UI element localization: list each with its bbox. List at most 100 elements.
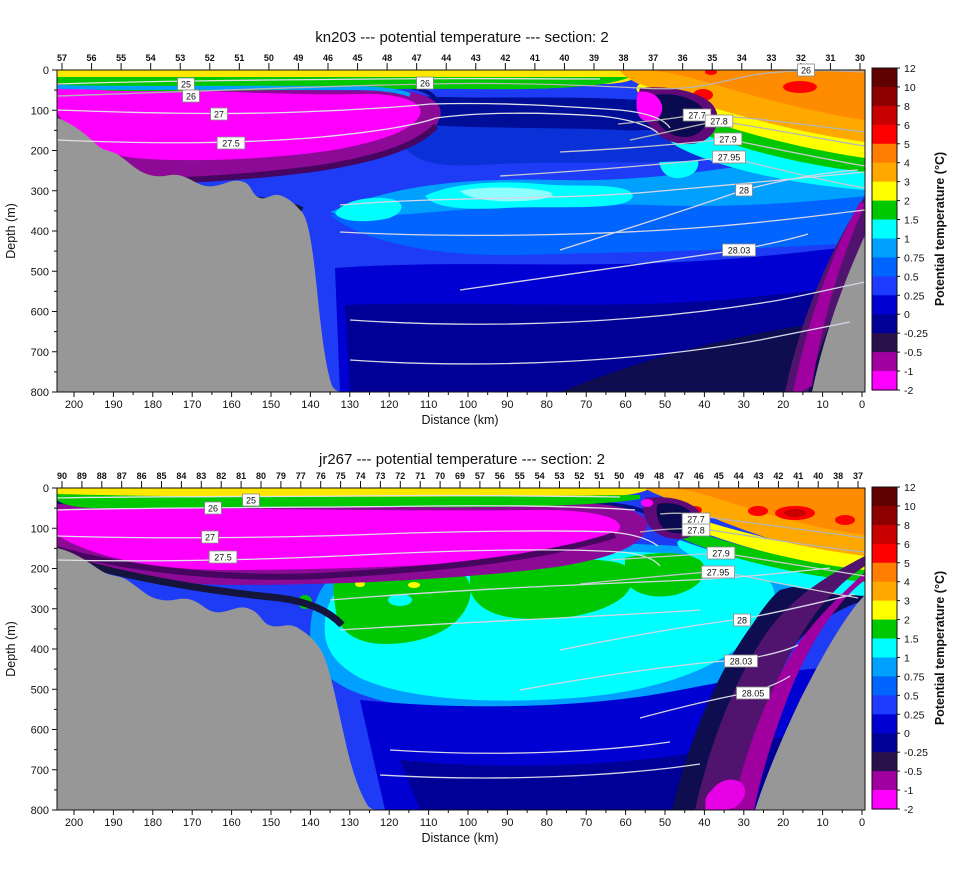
x-tick-label: 60 <box>619 817 631 829</box>
station-label: 41 <box>793 471 803 481</box>
colorbar-tick-label: 0.25 <box>904 709 925 721</box>
y-tick-label: 300 <box>31 186 49 198</box>
contour-label-box <box>681 523 711 537</box>
x-tick-label: 80 <box>541 817 553 829</box>
colorbar-tick-label: 0.5 <box>904 271 919 283</box>
station-label: 79 <box>276 471 286 481</box>
colorbar-segment <box>872 581 897 602</box>
y-tick-label: 400 <box>31 644 49 656</box>
station-label: 51 <box>234 53 244 63</box>
x-tick-label: 160 <box>222 399 240 411</box>
colorbar-tick-label: 8 <box>904 101 910 113</box>
field-magenta-core <box>57 86 421 161</box>
axes-decorations: 57 56 55 54 53 52 51 50 49 46 45 48 47 44 43 42 41 40 39 38… <box>31 53 928 411</box>
station-label: 45 <box>353 53 363 63</box>
colorbar-segment <box>872 314 897 334</box>
station-label: 33 <box>766 53 776 63</box>
colorbar-segment <box>872 752 897 772</box>
station-label: 39 <box>589 53 599 63</box>
field-slope-magenta-patch <box>705 779 746 810</box>
x-tick-label: 100 <box>459 399 477 411</box>
x-tick-label: 10 <box>816 399 828 411</box>
field-surface-green <box>57 494 640 509</box>
x-tick-label: 140 <box>301 399 319 411</box>
station-label: 84 <box>176 471 186 481</box>
contour-label: 25 <box>181 80 191 90</box>
x-tick-label: 120 <box>380 817 398 829</box>
station-label: 87 <box>117 471 127 481</box>
field-layer <box>330 158 865 256</box>
field-deepest-wedge <box>560 318 865 392</box>
contour-label-box <box>201 530 219 544</box>
contour-label: 28.05 <box>742 689 765 699</box>
colorbar-segment <box>872 543 897 564</box>
x-tick-label: 30 <box>738 817 750 829</box>
x-tick-label: 190 <box>104 399 122 411</box>
colorbar-tick-label: 5 <box>904 558 910 570</box>
x-tick-label: 200 <box>65 399 83 411</box>
station-label: 51 <box>594 471 604 481</box>
x-tick-label: 120 <box>380 399 398 411</box>
station-label: 76 <box>316 471 326 481</box>
colorbar-segment <box>872 276 897 296</box>
colorbar-tick-label: -0.5 <box>904 766 922 778</box>
colorbar-segment <box>872 505 897 526</box>
station-label: 52 <box>574 471 584 481</box>
x-tick-label: 170 <box>183 817 201 829</box>
station-label: 53 <box>175 53 185 63</box>
colorbar-tick-label: -0.25 <box>904 747 928 759</box>
x-tick-label: 80 <box>541 399 553 411</box>
colorbar-segment <box>872 162 897 183</box>
x-tick-label: 140 <box>301 817 319 829</box>
field-magenta-core <box>57 508 621 570</box>
colorbar-segment <box>872 695 897 715</box>
station-label: 38 <box>619 53 629 63</box>
x-tick-label: 70 <box>580 817 592 829</box>
contour-label: 27 <box>205 533 215 543</box>
station-label: 38 <box>833 471 843 481</box>
x-tick-label: 180 <box>144 399 162 411</box>
station-label: 46 <box>323 53 333 63</box>
contour-label: 27.8 <box>710 117 728 127</box>
station-label: 40 <box>559 53 569 63</box>
colorbar-tick-label: 12 <box>904 482 916 494</box>
station-label: 90 <box>57 471 67 481</box>
field-red-blob <box>748 506 768 516</box>
colorbar-segment <box>872 352 897 372</box>
x-tick-label: 130 <box>341 399 359 411</box>
x-tick-label: 110 <box>420 399 438 411</box>
colorbar-tick-label: 3 <box>904 177 910 189</box>
contour-label-box <box>208 550 238 564</box>
bathymetry-left <box>57 548 380 810</box>
y-tick-label: 500 <box>31 266 49 278</box>
contour-label: 27.7 <box>688 111 706 121</box>
x-tick-label: 150 <box>262 817 280 829</box>
colorbar-segment <box>872 124 897 145</box>
plot-title: kn203 --- potential temperature --- sect… <box>315 29 608 46</box>
x-tick-label: 20 <box>777 817 789 829</box>
x-tick-label: 110 <box>420 817 438 829</box>
colorbar-tick-label: 2 <box>904 196 910 208</box>
contour-label-box <box>797 63 815 77</box>
contour-label-box <box>216 136 246 150</box>
colorbar-segment <box>872 714 897 734</box>
colorbar-tick-label: -2 <box>904 385 913 397</box>
field-yellow-dot <box>408 582 420 588</box>
colorbar-tick-label: 1.5 <box>904 215 919 227</box>
colorbar-tick-label: 10 <box>904 501 916 513</box>
colorbar-segment <box>872 657 897 678</box>
field-green-blob <box>625 553 705 597</box>
x-tick-label: 60 <box>619 399 631 411</box>
field-navy-under <box>57 552 345 628</box>
station-label: 37 <box>648 53 658 63</box>
station-label: 54 <box>146 53 156 63</box>
y-tick-label: 800 <box>31 387 49 399</box>
station-label: 83 <box>196 471 206 481</box>
station-label: 75 <box>336 471 346 481</box>
station-label: 55 <box>116 53 126 63</box>
colorbar-segment <box>872 371 897 391</box>
contour-label: 26 <box>801 66 811 76</box>
colorbar-segment <box>872 487 897 507</box>
contour-label-box <box>712 150 746 164</box>
station-label: 69 <box>455 471 465 481</box>
